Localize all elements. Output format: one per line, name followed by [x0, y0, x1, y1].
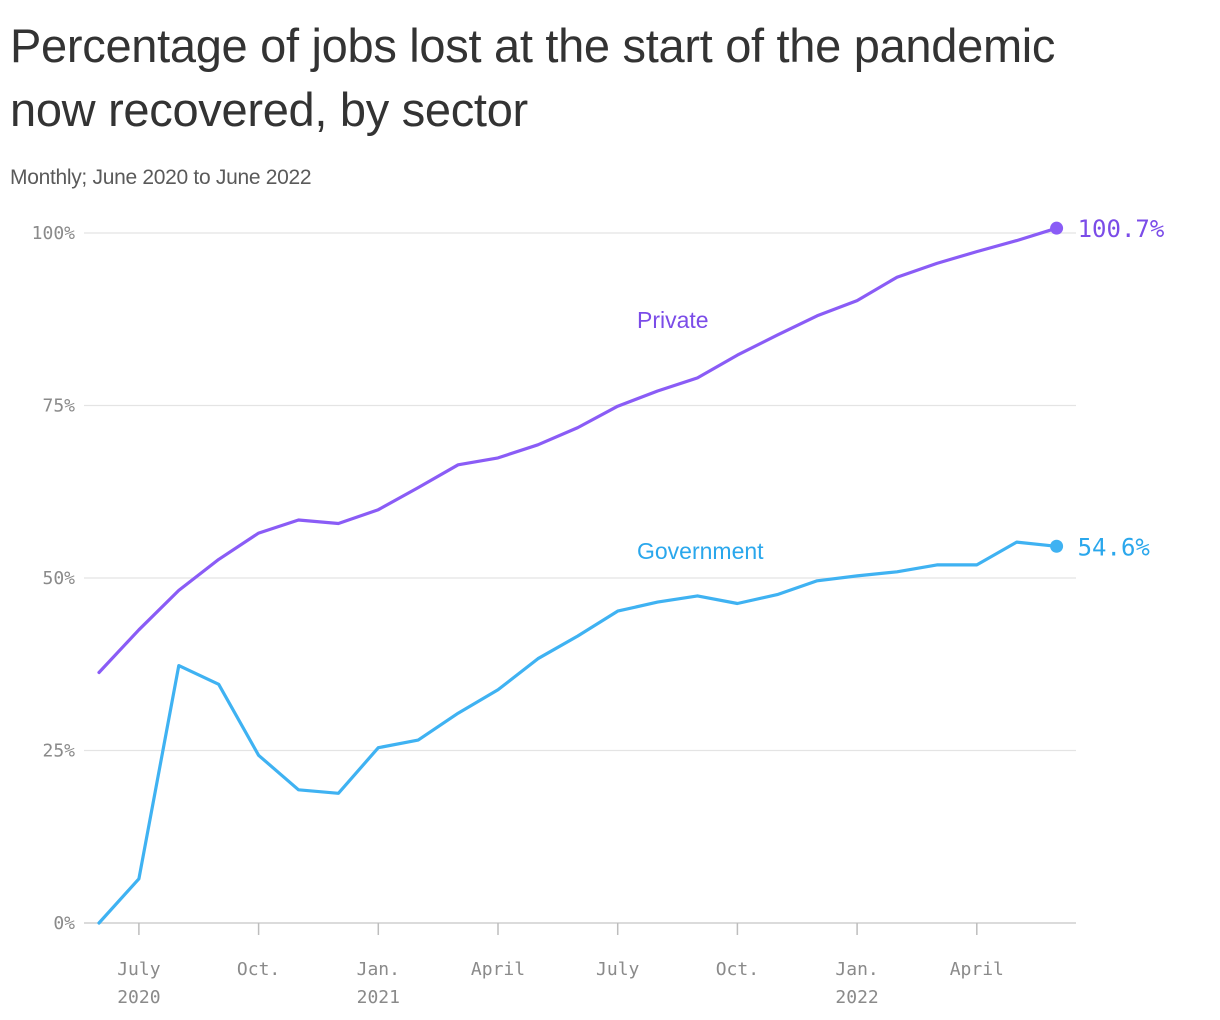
x-tick-label: April — [950, 959, 1004, 980]
series-line-private — [97, 226, 1059, 675]
x-tick-year-label: 2020 — [117, 987, 160, 1008]
y-tick-label: 100% — [32, 223, 76, 244]
series-line-government — [97, 540, 1059, 925]
grid-lines — [84, 232, 1076, 924]
end-value-label-private: 100.7% — [1078, 215, 1165, 243]
x-axis: July 2020 Oct. Jan. 2021 April July Oct. Jan. 202… — [117, 923, 1004, 1008]
x-tick-label: Jan. — [357, 959, 400, 980]
x-tick-year-label: 2021 — [357, 987, 400, 1008]
y-tick-label: 50% — [42, 568, 75, 589]
x-tick-label: July — [596, 959, 640, 980]
end-point-private — [1050, 221, 1064, 235]
series-label-private: Private — [637, 307, 709, 333]
chart-subtitle: Monthly; June 2020 to June 2022 — [10, 166, 312, 189]
y-axis-labels: 0% 25% 50% 75% 100% — [32, 223, 76, 934]
series-label-government: Government — [637, 538, 764, 564]
series-lines — [97, 221, 1064, 925]
series-annotations: 100.7% Private 54.6% Government — [637, 215, 1165, 564]
x-tick-label: April — [471, 959, 525, 980]
end-value-label-government: 54.6% — [1078, 533, 1151, 561]
x-tick-year-label: 2022 — [835, 987, 878, 1008]
y-tick-label: 25% — [42, 741, 75, 762]
x-tick-label: Jan. — [835, 959, 878, 980]
y-tick-label: 0% — [53, 913, 75, 934]
y-tick-label: 75% — [42, 396, 75, 417]
x-tick-label: July — [117, 959, 161, 980]
x-tick-label: Oct. — [237, 959, 280, 980]
chart-title: Percentage of jobs lost at the start of … — [10, 19, 1056, 136]
end-point-government — [1050, 539, 1064, 553]
x-tick-label: Oct. — [716, 959, 759, 980]
